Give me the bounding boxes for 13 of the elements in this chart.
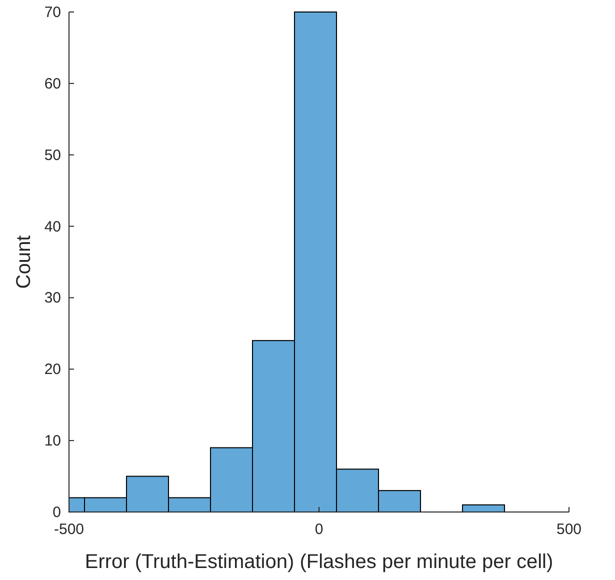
x-tick-label: 500 <box>556 521 582 538</box>
y-tick-label: 10 <box>44 432 61 450</box>
y-tick-label: 70 <box>44 4 61 21</box>
x-axis-title: Error (Truth-Estimation) (Flashes per minute per cell) <box>84 551 554 573</box>
x-tick-label: 0 <box>314 521 324 538</box>
y-tick-label: 60 <box>44 75 61 92</box>
y-tick-label: 40 <box>44 218 61 236</box>
y-tick-label: 30 <box>44 290 61 307</box>
y-tick-label: 20 <box>44 361 61 378</box>
y-tick-label: 0 <box>52 504 61 521</box>
x-tick-label: -500 <box>54 521 84 538</box>
y-axis-title: Count <box>13 234 35 289</box>
y-tick-label: 50 <box>44 146 61 164</box>
